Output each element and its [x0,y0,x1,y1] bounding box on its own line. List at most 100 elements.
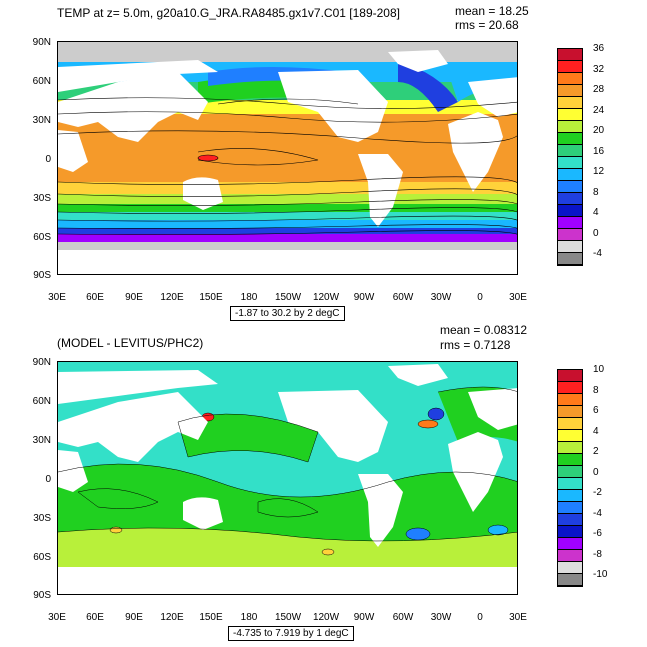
lon-label: 120W [312,292,340,303]
colorbar-label: 28 [593,84,605,96]
colorbar-segment [558,85,582,97]
lon-label: 150W [274,292,302,303]
colorbar-label: 16 [593,145,605,157]
colorbar-label: 24 [593,104,605,116]
lon-label: 90W [353,612,375,623]
colorbar-segment [558,406,582,418]
lon-label: 60E [86,612,104,623]
colorbar-segment [558,97,582,109]
lat-label: 0 [45,474,51,485]
colorbar [557,48,583,266]
lon-label: 180 [240,612,258,623]
lon-label: 30E [48,612,66,623]
colorbar-label: 12 [593,166,605,178]
colorbar-label: 4 [593,207,599,219]
colorbar-segment [558,538,582,550]
colorbar-segment [558,454,582,466]
lon-label: 150E [199,292,223,303]
lon-label: 60W [392,612,414,623]
contour-range-label: -4.735 to 7.919 by 1 degC [228,626,354,641]
lon-label: 30E [48,292,66,303]
colorbar-segment [558,205,582,217]
contour-range-label: -1.87 to 30.2 by 2 degC [230,306,345,321]
colorbar-segment [558,442,582,454]
colorbar-segment [558,502,582,514]
colorbar-label: 8 [593,186,599,198]
colorbar-segment [558,370,582,382]
lat-label: 90N [32,37,51,48]
mean-stat: mean = 18.25 [455,4,529,18]
colorbar-label: 4 [593,425,599,437]
lon-label: 150E [199,612,223,623]
lon-label: 60E [86,292,104,303]
panel-title: TEMP at z= 5.0m, g20a10.G_JRA.RA8485.gx1… [57,6,400,20]
colorbar-label: 10 [593,364,605,375]
lat-label: 90N [32,357,51,368]
colorbar [557,369,583,587]
colorbar-segment [558,562,582,574]
lon-label: 150W [274,612,302,623]
lon-label: 0 [477,612,483,623]
lon-label: 180 [240,292,258,303]
lon-label: 90E [125,612,143,623]
colorbar-label: -4 [593,507,602,519]
colorbar-segment [558,193,582,205]
colorbar-segment [558,418,582,430]
lat-label: 60N [32,396,51,407]
colorbar-label: 0 [593,466,599,478]
lat-label: 30N [32,435,51,446]
colorbar-segment [558,49,582,61]
temperature-map [57,41,518,275]
colorbar-segment [558,550,582,562]
lat-label: 90S [33,590,51,601]
lon-label: 30W [430,612,452,623]
panel-title: (MODEL - LEVITUS/PHC2) [57,336,204,350]
lat-label: 60N [32,76,51,87]
colorbar-segment [558,157,582,169]
colorbar-segment [558,574,582,586]
mean-stat: mean = 0.08312 [440,323,528,337]
lon-label: 60W [392,292,414,303]
lat-label: 0 [45,154,51,165]
lon-label: 120E [160,292,184,303]
colorbar-segment [558,73,582,85]
lon-label: 0 [477,292,483,303]
colorbar-segment [558,61,582,73]
lat-label: 30S [33,193,51,204]
temperature-map-graphic [58,42,517,274]
difference-map-graphic [58,362,517,594]
colorbar-label: 6 [593,405,599,417]
lat-label: 30N [32,115,51,126]
colorbar-segment [558,514,582,526]
colorbar-segment [558,133,582,145]
lon-label: 120W [312,612,340,623]
colorbar-segment [558,217,582,229]
colorbar-segment [558,478,582,490]
difference-map [57,361,518,595]
colorbar-segment [558,382,582,394]
lon-label: 120E [160,612,184,623]
colorbar-label: 32 [593,63,605,75]
colorbar-segment [558,181,582,193]
colorbar-segment [558,169,582,181]
temperature-panel: TEMP at z= 5.0m, g20a10.G_JRA.RA8485.gx1… [0,0,647,323]
colorbar-segment [558,490,582,502]
colorbar-label: 2 [593,446,599,458]
colorbar-segment [558,145,582,157]
lat-label: 60S [33,552,51,563]
colorbar-segment [558,430,582,442]
colorbar-segment [558,109,582,121]
colorbar-label: 36 [593,43,605,54]
lon-label: 30W [430,292,452,303]
colorbar-label: -8 [593,548,602,560]
difference-panel: (MODEL - LEVITUS/PHC2) mean = 0.08312 rm… [0,323,647,647]
colorbar-segment [558,394,582,406]
lat-label: 90S [33,270,51,281]
colorbar-label: -6 [593,528,602,540]
lon-label: 30E [509,612,527,623]
colorbar-segment [558,253,582,265]
lon-label: 90E [125,292,143,303]
lon-label: 90W [353,292,375,303]
colorbar-segment [558,241,582,253]
colorbar-segment [558,121,582,133]
